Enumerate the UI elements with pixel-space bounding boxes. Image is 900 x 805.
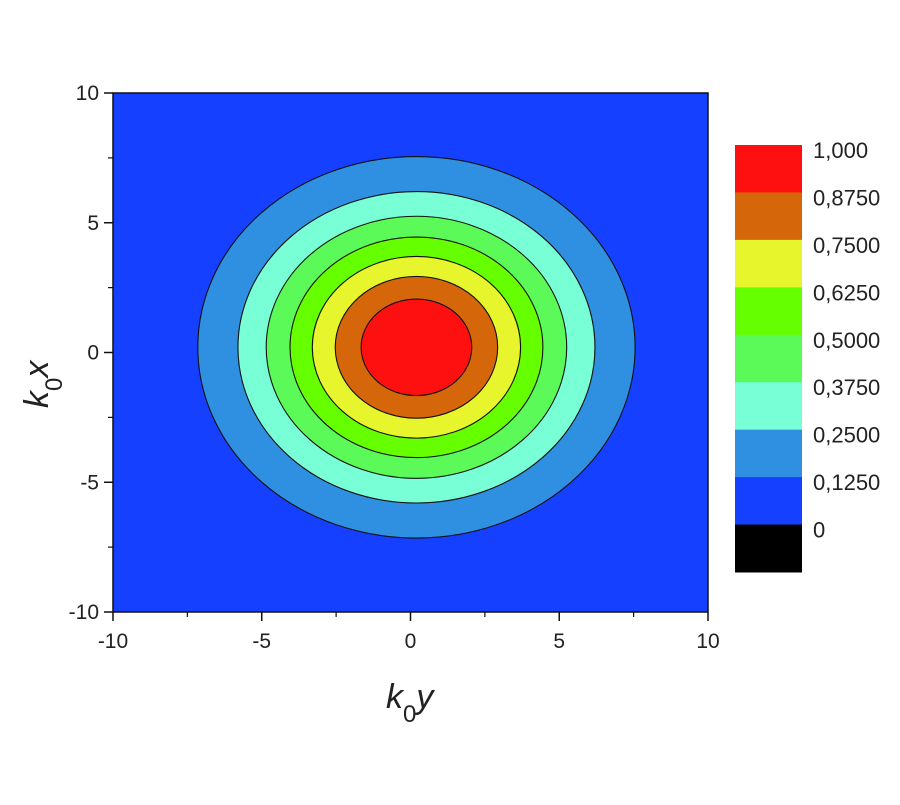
colorbar-label: 1,000 <box>813 138 868 163</box>
colorbar-label: 0,3750 <box>813 375 880 400</box>
x-axis-label-main: k <box>386 678 405 716</box>
colorbar-segment <box>735 477 802 526</box>
x-axis-label: k0y <box>386 678 435 728</box>
y-axis-label: k0x <box>18 360 68 408</box>
y-axis-label-main: k <box>18 389 56 408</box>
colorbar-label: 0,6250 <box>813 280 880 305</box>
colorbar-label: 0,2500 <box>813 423 880 448</box>
x-axis-label-sub: 0 <box>403 701 416 728</box>
colorbar-segment <box>735 429 802 478</box>
axes: -10 -5 0 5 10 -10 -5 0 5 10 <box>69 82 720 653</box>
colorbar-segment <box>735 334 802 383</box>
colorbar-segment <box>735 192 802 241</box>
colorbar-label: 0,7500 <box>813 233 880 258</box>
x-tick-label: 5 <box>553 630 565 653</box>
x-tick-label: 0 <box>405 630 417 653</box>
y-tick-label: -5 <box>80 471 99 494</box>
colorbar-segment <box>735 524 802 573</box>
y-tick-label: -10 <box>69 601 99 624</box>
colorbar-label: 0,1250 <box>813 470 880 495</box>
colorbar-segment <box>735 145 802 193</box>
colorbar-segment <box>735 239 802 288</box>
colorbar-label: 0,8750 <box>813 185 880 210</box>
y-tick-label: 5 <box>87 212 99 235</box>
y-axis-label-var: x <box>18 360 56 380</box>
x-tick-label: 10 <box>696 630 719 653</box>
colorbar-segment <box>735 382 802 431</box>
colorbar-label: 0 <box>813 518 825 543</box>
contour-layer <box>197 156 636 539</box>
y-axis-label-sub: 0 <box>41 378 68 391</box>
y-tick-label: 0 <box>87 342 99 365</box>
x-tick-label: -5 <box>252 630 271 653</box>
x-axis-label-var: y <box>414 678 435 716</box>
colorbar-segment <box>735 287 802 336</box>
colorbar: 1,000 0,8750 0,7500 0,6250 0,5000 0,3750 0,250… <box>735 138 880 573</box>
y-tick-label: 10 <box>76 82 99 105</box>
x-tick-label: -10 <box>98 630 128 653</box>
colorbar-label: 0,5000 <box>813 328 880 353</box>
contour-level-6 <box>360 298 473 397</box>
